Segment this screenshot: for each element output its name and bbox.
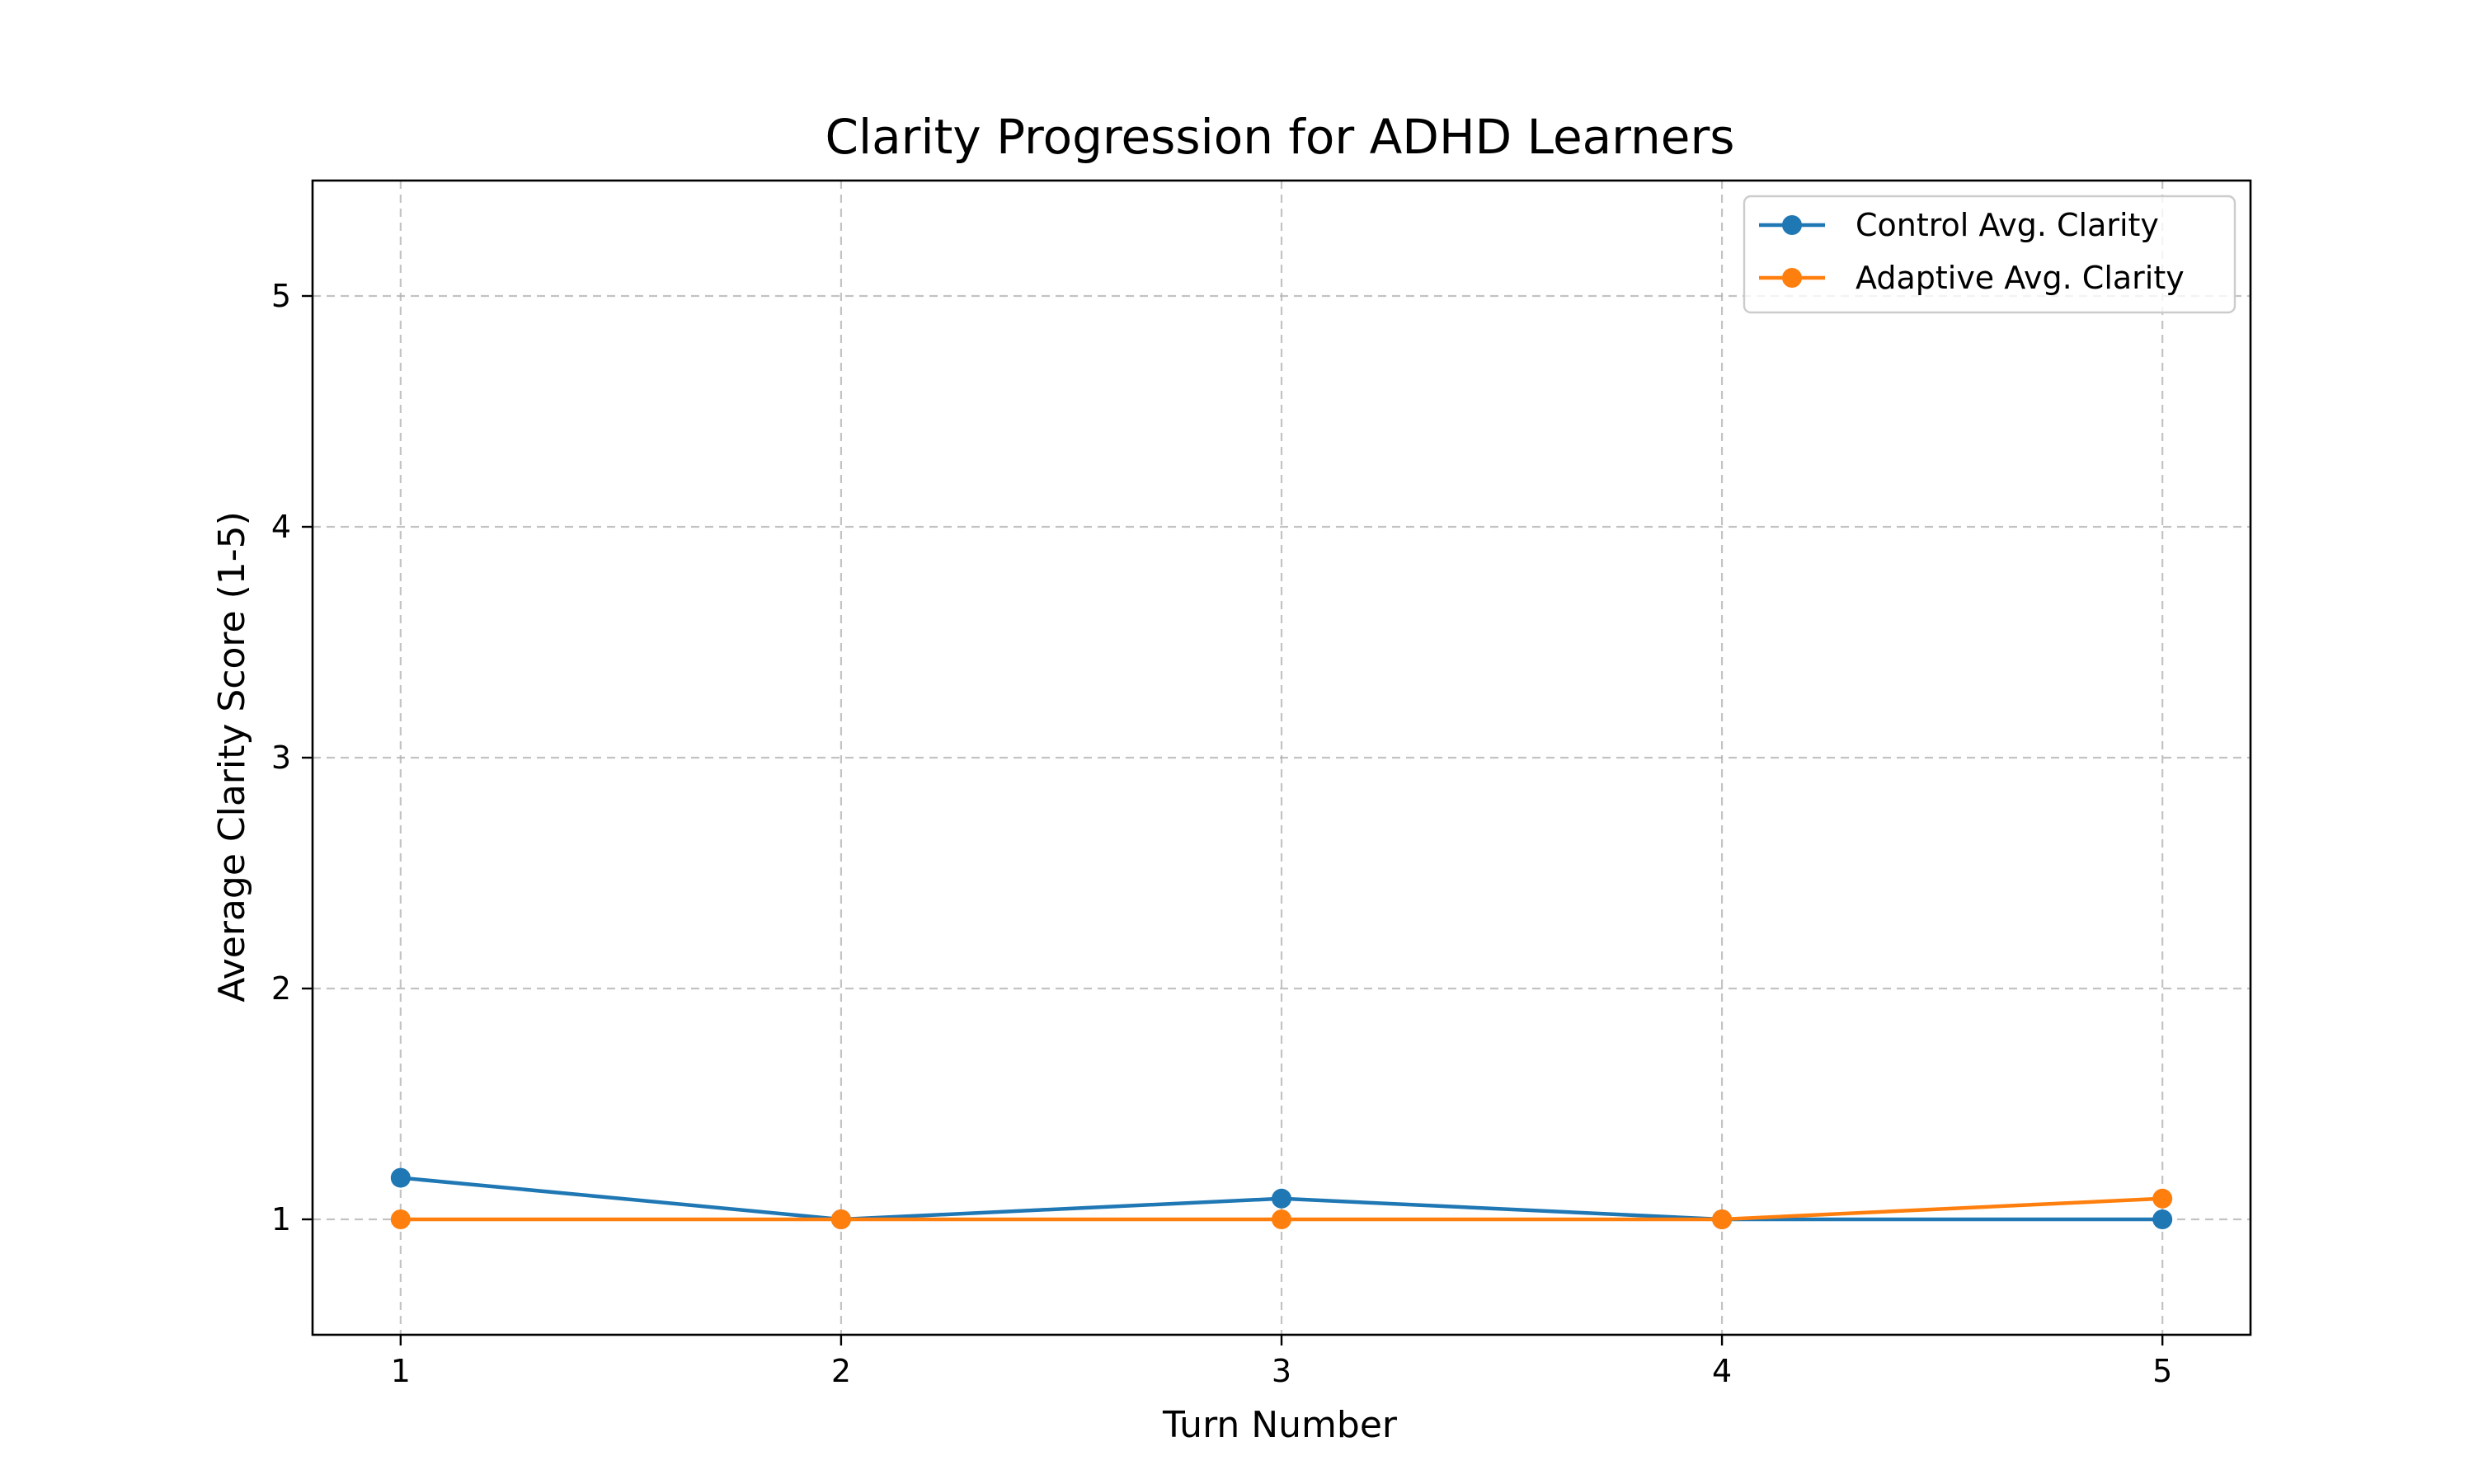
x-axis-ticks: 1 2 3 4 5 bbox=[391, 1335, 2172, 1389]
legend: Control Avg. Clarity Adaptive Avg. Clarit… bbox=[1743, 195, 2236, 314]
series-1-point bbox=[2152, 1209, 2173, 1229]
legend-label-1: Control Avg. Clarity bbox=[1856, 207, 2159, 243]
y-axis-label: Average Clarity Score (1-5) bbox=[211, 511, 253, 1003]
series-2-point bbox=[390, 1209, 411, 1229]
series-1-point bbox=[390, 1167, 411, 1188]
y-tick-label: 5 bbox=[271, 278, 291, 314]
y-tick-label: 4 bbox=[271, 509, 291, 545]
legend-label-2: Adaptive Avg. Clarity bbox=[1856, 260, 2185, 296]
x-tick-label: 1 bbox=[391, 1353, 411, 1389]
series-2-point bbox=[1712, 1209, 1733, 1229]
series-2-point bbox=[2152, 1188, 2173, 1209]
x-tick-label: 5 bbox=[2152, 1353, 2172, 1389]
series-2-point bbox=[830, 1209, 851, 1229]
y-tick-label: 1 bbox=[271, 1201, 291, 1237]
x-tick-label: 4 bbox=[1712, 1353, 1732, 1389]
series-layer bbox=[390, 1167, 2173, 1229]
series-1-point bbox=[1272, 1188, 1291, 1209]
y-tick-label: 3 bbox=[271, 740, 291, 776]
series-2-point bbox=[1272, 1209, 1291, 1229]
y-tick-label: 2 bbox=[271, 970, 291, 1007]
x-axis-label: Turn Number bbox=[1162, 1404, 1398, 1446]
y-axis-ticks: 1 2 3 4 5 bbox=[271, 278, 313, 1237]
chart-title: Clarity Progression for ADHD Learners bbox=[825, 109, 1734, 165]
x-tick-label: 2 bbox=[831, 1353, 851, 1389]
x-tick-label: 3 bbox=[1272, 1353, 1291, 1389]
legend-box bbox=[1743, 195, 2236, 314]
legend-marker-2 bbox=[1782, 268, 1802, 288]
legend-marker-1 bbox=[1782, 215, 1802, 235]
